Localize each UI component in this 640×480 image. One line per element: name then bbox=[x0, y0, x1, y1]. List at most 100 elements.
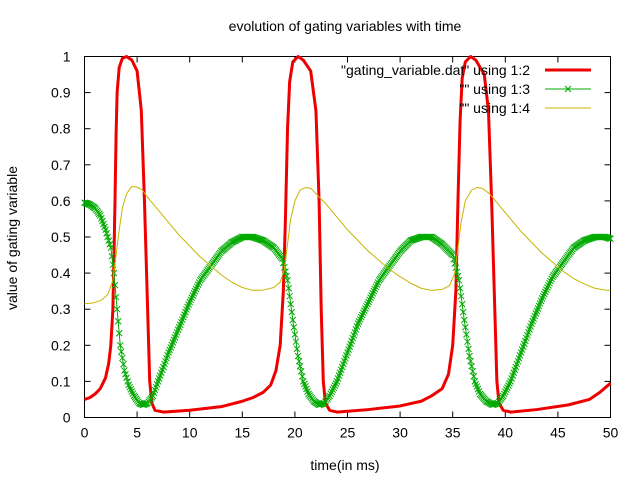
data-point-marker bbox=[469, 367, 477, 375]
x-tick-label: 20 bbox=[287, 425, 303, 441]
data-point-marker bbox=[328, 388, 336, 396]
data-point-marker bbox=[113, 305, 121, 313]
data-point-marker bbox=[468, 362, 475, 370]
data-point-marker bbox=[499, 392, 507, 400]
data-point-marker bbox=[119, 354, 126, 362]
data-point-marker bbox=[283, 272, 290, 280]
data-point-marker bbox=[115, 329, 123, 337]
data-point-marker bbox=[187, 296, 195, 304]
x-tick-label: 45 bbox=[550, 425, 566, 441]
data-point-marker bbox=[461, 323, 469, 331]
data-point-marker bbox=[369, 289, 377, 297]
data-point-marker bbox=[286, 292, 293, 300]
y-tick-label: 0.3 bbox=[51, 301, 71, 317]
y-tick-label: 0 bbox=[63, 410, 71, 426]
data-point-marker bbox=[458, 300, 466, 308]
data-point-marker bbox=[190, 289, 198, 297]
data-point-marker bbox=[292, 338, 300, 346]
data-point-marker bbox=[326, 392, 333, 400]
data-point-marker bbox=[504, 384, 511, 391]
data-point-marker bbox=[128, 388, 136, 395]
data-point-marker bbox=[355, 318, 363, 325]
x-tick-label: 35 bbox=[445, 425, 461, 441]
data-point-marker bbox=[546, 279, 553, 287]
series-line-3 bbox=[84, 185, 611, 305]
y-tick-label: 0.2 bbox=[51, 337, 71, 353]
data-point-marker bbox=[116, 341, 124, 349]
data-point-marker bbox=[108, 252, 116, 260]
data-point-marker bbox=[359, 309, 367, 317]
data-point-marker bbox=[450, 255, 458, 263]
data-point-marker bbox=[329, 386, 337, 394]
data-point-marker bbox=[192, 285, 200, 293]
data-point-marker bbox=[114, 317, 122, 325]
x-tick-label: 25 bbox=[340, 425, 356, 441]
data-point-marker bbox=[366, 296, 373, 304]
data-point-marker bbox=[467, 357, 474, 365]
data-point-marker bbox=[363, 302, 370, 310]
data-point-marker bbox=[466, 352, 473, 360]
data-point-marker bbox=[295, 357, 303, 365]
data-point-marker bbox=[372, 283, 380, 291]
data-point-marker bbox=[186, 298, 194, 306]
data-point-marker bbox=[358, 311, 366, 319]
data-point-marker bbox=[538, 295, 546, 302]
data-point-marker bbox=[457, 292, 465, 300]
data-point-marker bbox=[451, 260, 459, 267]
y-tick-label: 0.7 bbox=[51, 157, 71, 173]
data-point-marker bbox=[362, 305, 369, 312]
y-tick-label: 0.9 bbox=[51, 85, 71, 101]
data-point-marker bbox=[126, 383, 134, 391]
data-point-marker bbox=[330, 384, 338, 391]
legend-entry-label-2: "" using 1:3 bbox=[459, 81, 530, 97]
data-point-marker bbox=[107, 244, 115, 252]
data-point-marker bbox=[287, 300, 295, 308]
x-tick-label: 30 bbox=[392, 425, 408, 441]
data-point-marker bbox=[188, 294, 196, 302]
data-point-marker bbox=[460, 316, 468, 324]
data-point-marker bbox=[449, 251, 457, 259]
data-point-marker bbox=[455, 276, 463, 284]
data-point-marker bbox=[502, 386, 510, 394]
data-point-marker bbox=[456, 284, 464, 292]
x-tick-label: 10 bbox=[182, 425, 198, 441]
data-point-marker bbox=[459, 308, 467, 316]
legend: "gating_variable.dat" using 1:2 "" using … bbox=[341, 62, 591, 116]
data-point-marker bbox=[370, 287, 378, 295]
data-point-marker bbox=[194, 281, 202, 289]
data-point-marker bbox=[354, 320, 362, 327]
y-axis-label: value of gating variable bbox=[4, 166, 20, 310]
data-point-marker bbox=[293, 345, 301, 353]
data-point-marker bbox=[360, 307, 368, 314]
data-point-marker bbox=[289, 316, 297, 324]
legend-entry-label-1: "gating_variable.dat" using 1:2 bbox=[341, 62, 530, 78]
series-markers-2 bbox=[81, 199, 614, 409]
data-point-marker bbox=[285, 284, 292, 292]
data-point-marker bbox=[547, 277, 554, 285]
data-point-marker bbox=[371, 285, 379, 293]
data-point-marker bbox=[296, 362, 304, 370]
x-tick-label: 50 bbox=[603, 425, 619, 441]
data-point-marker bbox=[463, 331, 470, 338]
data-point-marker bbox=[539, 292, 547, 300]
series-line-1 bbox=[84, 55, 612, 414]
legend-entry-label-3: "" using 1:4 bbox=[459, 100, 530, 116]
data-point-marker bbox=[125, 381, 133, 389]
x-axis-label: time(in ms) bbox=[310, 457, 379, 473]
data-point-marker bbox=[298, 372, 306, 380]
data-point-marker bbox=[291, 331, 299, 338]
y-tick-label: 0.4 bbox=[51, 265, 71, 281]
data-point-marker bbox=[374, 279, 382, 286]
data-point-marker bbox=[357, 313, 365, 321]
data-point-marker bbox=[294, 352, 302, 360]
data-point-marker bbox=[356, 315, 364, 323]
data-point-marker bbox=[290, 323, 298, 331]
data-point-marker bbox=[189, 292, 197, 299]
y-tick-label: 0.5 bbox=[51, 229, 71, 245]
x-tick-label: 40 bbox=[498, 425, 514, 441]
data-point-marker bbox=[365, 298, 372, 306]
y-tick-label: 0.1 bbox=[51, 373, 71, 389]
y-tick-label: 0.6 bbox=[51, 193, 71, 209]
data-point-marker bbox=[278, 255, 286, 263]
